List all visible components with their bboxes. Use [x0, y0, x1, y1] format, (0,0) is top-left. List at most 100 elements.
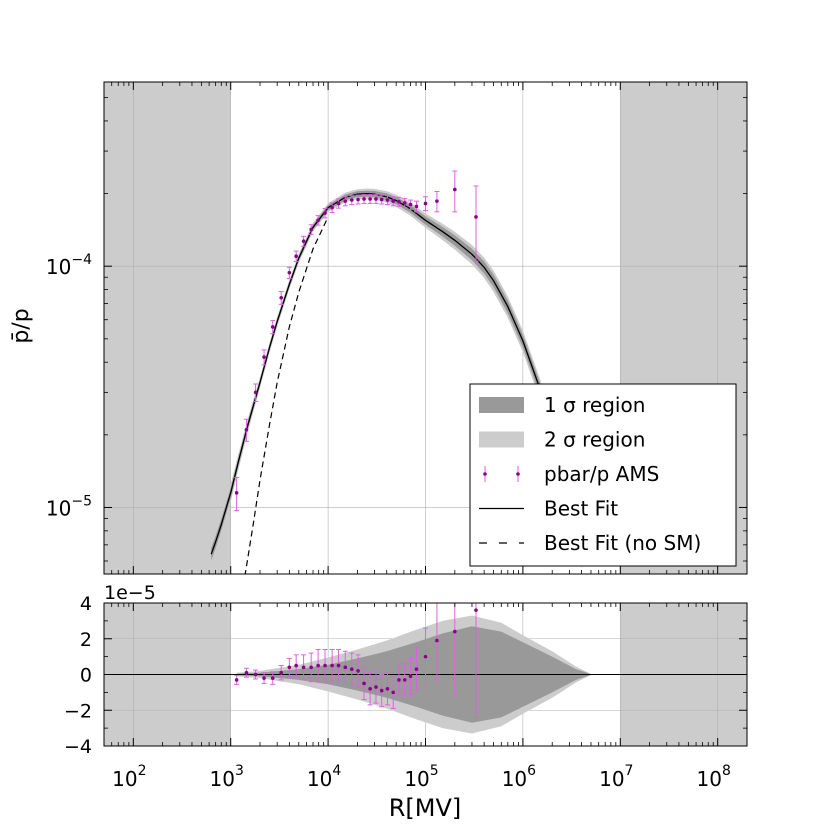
ams-data-point — [452, 170, 458, 213]
ams-data-point — [253, 383, 259, 402]
residual-data-point — [402, 663, 408, 697]
residual-data-point — [373, 670, 379, 704]
ams-data-point — [373, 194, 379, 204]
marker — [414, 667, 419, 671]
ams-data-point — [336, 198, 342, 209]
marker — [356, 197, 360, 202]
ams-data-point — [349, 195, 355, 206]
marker — [379, 197, 384, 202]
marker — [270, 325, 275, 329]
legend-label: Best Fit (no SM) — [544, 531, 701, 555]
ams-data-point — [473, 185, 479, 262]
x-tick-label: 102 — [112, 763, 146, 791]
x-tick-label: 108 — [696, 763, 730, 791]
y-tick-label: 10−4 — [46, 252, 92, 279]
ams-data-point — [301, 235, 307, 247]
marker — [435, 638, 439, 643]
legend-swatch — [479, 431, 524, 448]
marker — [309, 227, 313, 232]
marker — [279, 295, 284, 300]
main-plot-frame — [103, 81, 748, 575]
ams-data-point — [390, 196, 396, 207]
marker — [402, 678, 407, 682]
marker — [362, 681, 366, 686]
marker — [368, 687, 372, 691]
residual-data-point — [270, 671, 276, 685]
ams-data-point — [308, 224, 314, 235]
ams-data-point — [434, 190, 440, 213]
marker — [402, 201, 407, 205]
marker — [287, 270, 292, 275]
y-tick-label: 2 — [80, 629, 92, 651]
residual-data-point — [361, 666, 367, 701]
legend-label: Best Fit — [544, 497, 618, 521]
ams-data-point — [293, 250, 299, 263]
x-tick-label: 104 — [307, 763, 341, 791]
residual-scale-label: 1e−5 — [104, 582, 156, 604]
marker — [301, 665, 306, 670]
marker — [287, 665, 292, 670]
marker — [356, 669, 360, 673]
main-y-axis-label: p̄/p — [9, 308, 34, 343]
residual-panel: 4 2 0 −2 −4 1e−5 102 103 104 105 106 107 108 R[MV] — [64, 582, 748, 822]
marker — [343, 199, 348, 203]
ams-data-point — [329, 202, 335, 213]
ams-data-point — [408, 199, 414, 210]
marker — [244, 427, 249, 432]
residual-data-point — [234, 674, 240, 685]
residual-data-point — [390, 675, 396, 709]
residual-data-point — [329, 648, 335, 683]
marker — [330, 205, 334, 210]
marker — [262, 676, 266, 680]
residual-data-point — [396, 663, 402, 697]
best-fit-line — [210, 192, 583, 558]
marker — [262, 355, 266, 359]
ams-data-point — [278, 291, 284, 305]
marker — [279, 670, 284, 675]
marker — [323, 663, 327, 668]
legend-entry-band2: 2 σ region — [479, 428, 645, 452]
ams-data-point — [423, 196, 428, 212]
excluded-region-0 — [104, 82, 231, 574]
marker — [423, 654, 428, 659]
marker — [374, 197, 378, 201]
marker — [379, 688, 384, 693]
marker — [301, 239, 306, 243]
marker — [453, 629, 457, 634]
residual-data-point — [379, 674, 385, 708]
marker — [408, 202, 413, 207]
legend-label: 1 σ region — [544, 393, 645, 417]
residual-data-point — [452, 603, 458, 695]
marker — [391, 199, 396, 203]
marker — [368, 197, 372, 201]
ams-data-point — [396, 196, 402, 207]
marker — [323, 211, 327, 215]
ams-data-point — [361, 194, 367, 204]
marker — [423, 201, 428, 206]
marker — [336, 201, 341, 206]
marker — [385, 198, 390, 202]
ams-data-point — [367, 194, 373, 204]
marker — [385, 687, 390, 691]
legend-marker — [516, 472, 520, 476]
y-tick-label: 0 — [80, 665, 92, 687]
residual-data-point — [434, 603, 440, 681]
legend-entry-errorbar: pbar/p AMS — [483, 462, 659, 486]
legend: 1 σ region 2 σ region pbar/p AMS Best Fit Be… — [469, 383, 737, 567]
marker — [349, 198, 354, 202]
ams-data-point — [315, 215, 321, 226]
x-tick-label: 107 — [599, 763, 633, 791]
residual-data-point — [322, 648, 328, 683]
legend-entry-dashed: Best Fit (no SM) — [479, 531, 701, 555]
residual-data-point — [315, 648, 321, 683]
residual-data-point — [243, 667, 249, 678]
residual-data-point — [349, 652, 355, 686]
marker — [408, 674, 413, 679]
marker — [474, 608, 478, 612]
marker — [316, 663, 320, 668]
x-tick-label: 105 — [404, 763, 438, 791]
legend-label: pbar/p AMS — [544, 462, 659, 486]
legend-entry-band1: 1 σ region — [479, 393, 645, 417]
residual-data-point — [278, 665, 284, 681]
